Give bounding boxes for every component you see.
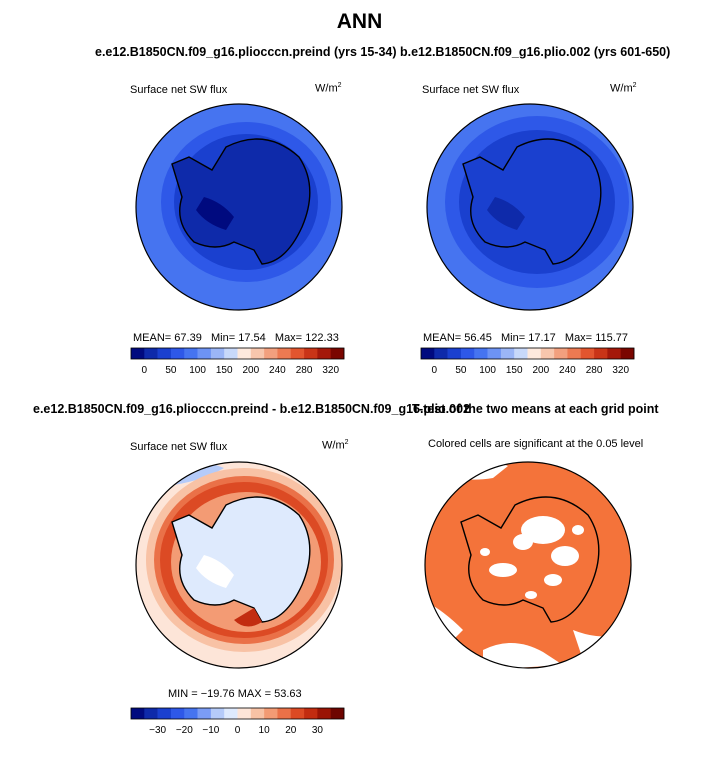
colorbar-tick-label: 0	[432, 365, 438, 376]
colorbar-cell	[170, 348, 185, 359]
colorbar-cell	[620, 348, 635, 359]
colorbar-cell	[580, 348, 595, 359]
panel-diff-units: W/m2	[322, 439, 349, 452]
colorbar-cell	[330, 348, 345, 359]
panel-diff-map	[135, 461, 343, 669]
colorbar-cell	[210, 348, 225, 359]
panel-diff-colorbar: −30 −20 −10 0 10 20 30	[130, 707, 345, 736]
colorbar-cell	[237, 348, 252, 359]
colorbar-tick-label: 200	[532, 365, 549, 376]
panel-ttest-map	[424, 461, 632, 669]
panel-ctrl-stats: MEAN= 67.39 Min= 17.54 Max= 122.33	[133, 332, 339, 344]
colorbar-cell	[197, 708, 212, 719]
panel-ctrl-units: W/m2	[315, 82, 342, 95]
panel-ctrl-variable-label: Surface net SW flux	[130, 84, 228, 96]
colorbar-cell	[277, 708, 292, 719]
colorbar-cell	[157, 708, 172, 719]
colorbar-cell	[277, 348, 292, 359]
colorbar-tick-label: 280	[296, 365, 313, 376]
colorbar-cell	[554, 348, 568, 359]
panel-ctrl-map	[135, 103, 343, 311]
colorbar-tick-label: 200	[242, 365, 259, 376]
colorbar-tick-label: 30	[312, 725, 324, 736]
colorbar-cell	[514, 348, 528, 359]
colorbar-cell	[264, 348, 278, 359]
panel-exp-title: b.e12.B1850CN.f09_g16.plio.002 (yrs 601-…	[400, 45, 671, 59]
colorbar-tick-label: 320	[322, 365, 339, 376]
colorbar-cell	[264, 708, 278, 719]
colorbar-cell	[460, 348, 475, 359]
panel-exp-colorbar: 0 50 100 150 200 240 280 320	[420, 347, 635, 376]
panel-diff-title: e.e12.B1850CN.f09_g16.pliocccn.preind - …	[33, 402, 471, 416]
main-title: ANN	[336, 10, 383, 33]
panel-ctrl-colorbar: 0 50 100 150 200 240 280 320	[130, 347, 345, 376]
colorbar-tick-label: −20	[176, 725, 193, 736]
colorbar-cell	[500, 348, 515, 359]
colorbar-tick-label: 0	[235, 725, 241, 736]
colorbar-cell	[157, 348, 172, 359]
colorbar-cell	[421, 348, 435, 359]
panel-ttest-title: T-test of the two means at each grid poi…	[412, 402, 659, 416]
colorbar-cell	[290, 708, 305, 719]
panel-diff-stats: MIN = −19.76 MAX = 53.63	[168, 688, 302, 700]
colorbar-tick-label: −10	[202, 725, 219, 736]
colorbar-cell	[250, 708, 265, 719]
colorbar-cell	[567, 348, 582, 359]
panel-ctrl-title: e.e12.B1850CN.f09_g16.pliocccn.preind (y…	[95, 45, 397, 59]
panel-exp-stats: MEAN= 56.45 Min= 17.17 Max= 115.77	[423, 332, 629, 344]
colorbar-cell	[304, 348, 318, 359]
colorbar-cell	[607, 348, 621, 359]
colorbar-cell	[594, 348, 608, 359]
colorbar-cell	[224, 708, 238, 719]
colorbar-tick-label: 240	[559, 365, 576, 376]
colorbar-cell	[304, 708, 318, 719]
colorbar-cell	[487, 348, 502, 359]
colorbar-cell	[317, 348, 331, 359]
panel-ttest-subtitle: Colored cells are significant at the 0.0…	[428, 438, 644, 450]
colorbar-cell	[224, 348, 238, 359]
panel-exp-map	[426, 103, 634, 311]
colorbar-tick-label: 10	[259, 725, 271, 736]
colorbar-tick-label: 100	[189, 365, 206, 376]
colorbar-cell	[237, 708, 252, 719]
colorbar-cell	[474, 348, 488, 359]
colorbar-cell	[330, 708, 345, 719]
colorbar-tick-label: 50	[455, 365, 467, 376]
colorbar-tick-label: 100	[479, 365, 496, 376]
colorbar-cell	[290, 348, 305, 359]
colorbar-tick-label: 150	[216, 365, 233, 376]
colorbar-cell	[540, 348, 555, 359]
colorbar-tick-label: 20	[285, 725, 297, 736]
colorbar-tick-label: 50	[165, 365, 177, 376]
colorbar-tick-label: 0	[142, 365, 148, 376]
panel-exp-units: W/m2	[610, 82, 637, 95]
colorbar-cell	[434, 348, 448, 359]
colorbar-cell	[184, 708, 198, 719]
colorbar-cell	[131, 348, 145, 359]
colorbar-tick-label: 320	[612, 365, 629, 376]
colorbar-cell	[317, 708, 331, 719]
colorbar-cell	[144, 708, 158, 719]
colorbar-cell	[184, 348, 198, 359]
panel-diff-variable-label: Surface net SW flux	[130, 441, 228, 453]
colorbar-cell	[131, 708, 145, 719]
colorbar-tick-label: −30	[149, 725, 166, 736]
panel-exp-variable-label: Surface net SW flux	[422, 84, 520, 96]
colorbar-cell	[447, 348, 462, 359]
colorbar-tick-label: 240	[269, 365, 286, 376]
colorbar-cell	[527, 348, 542, 359]
colorbar-cell	[144, 348, 158, 359]
colorbar-cell	[250, 348, 265, 359]
colorbar-tick-label: 150	[506, 365, 523, 376]
colorbar-cell	[210, 708, 225, 719]
colorbar-cell	[170, 708, 185, 719]
colorbar-cell	[197, 348, 212, 359]
colorbar-tick-label: 280	[586, 365, 603, 376]
